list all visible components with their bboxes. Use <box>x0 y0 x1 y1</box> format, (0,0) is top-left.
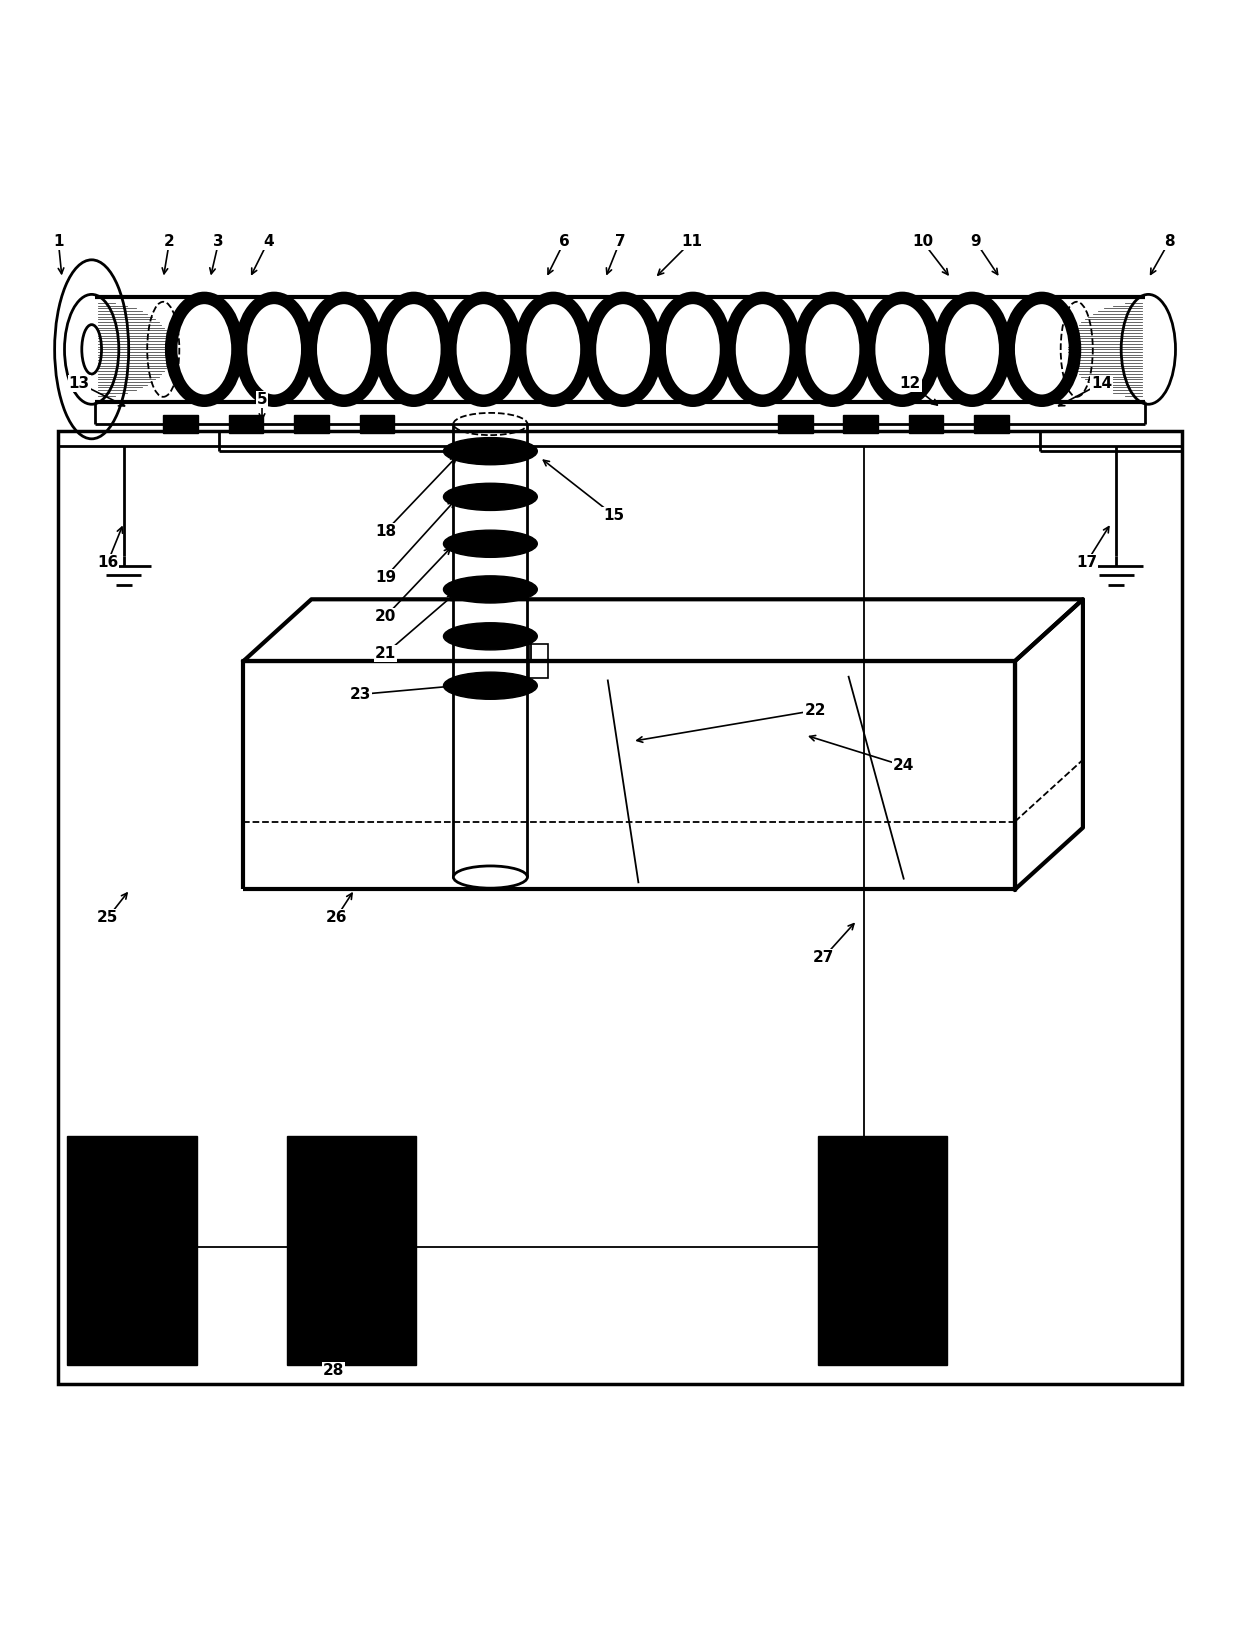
Text: 14: 14 <box>1091 376 1112 391</box>
Text: 2: 2 <box>164 233 175 248</box>
Text: 20: 20 <box>374 610 396 624</box>
Text: 4: 4 <box>263 233 274 248</box>
Text: 3: 3 <box>213 233 224 248</box>
Text: 19: 19 <box>374 570 396 585</box>
Bar <box>67 1137 197 1365</box>
Text: 8: 8 <box>1164 233 1174 248</box>
Bar <box>975 414 1009 434</box>
Text: 21: 21 <box>374 646 396 660</box>
Bar <box>286 1137 417 1365</box>
Bar <box>228 414 263 434</box>
Bar <box>164 414 198 434</box>
Text: 23: 23 <box>350 687 372 702</box>
Bar <box>909 414 944 434</box>
Bar <box>294 414 329 434</box>
Bar <box>528 644 548 679</box>
Text: 12: 12 <box>899 376 921 391</box>
Text: 5: 5 <box>257 391 268 407</box>
Text: 1: 1 <box>53 233 63 248</box>
Text: 7: 7 <box>615 233 625 248</box>
Ellipse shape <box>444 483 537 511</box>
Text: 22: 22 <box>805 703 826 718</box>
Text: 18: 18 <box>374 524 396 539</box>
Ellipse shape <box>444 437 537 465</box>
Ellipse shape <box>444 575 537 603</box>
Ellipse shape <box>454 866 527 889</box>
Text: 15: 15 <box>604 508 625 522</box>
Text: 13: 13 <box>68 376 89 391</box>
Ellipse shape <box>444 531 537 557</box>
Ellipse shape <box>444 623 537 651</box>
Bar <box>58 432 1182 1385</box>
Text: 9: 9 <box>970 233 981 248</box>
Text: 27: 27 <box>813 950 835 964</box>
Text: 10: 10 <box>911 233 932 248</box>
Ellipse shape <box>444 672 537 700</box>
Text: 28: 28 <box>322 1364 345 1378</box>
Text: 26: 26 <box>325 910 347 925</box>
Text: 6: 6 <box>559 233 570 248</box>
Text: 17: 17 <box>1076 555 1097 570</box>
Bar <box>817 1137 947 1365</box>
Bar <box>843 414 878 434</box>
Text: 11: 11 <box>681 233 702 248</box>
Text: 25: 25 <box>97 910 118 925</box>
Bar <box>360 414 394 434</box>
Text: 24: 24 <box>893 759 915 774</box>
Text: 16: 16 <box>97 555 118 570</box>
Bar <box>777 414 812 434</box>
